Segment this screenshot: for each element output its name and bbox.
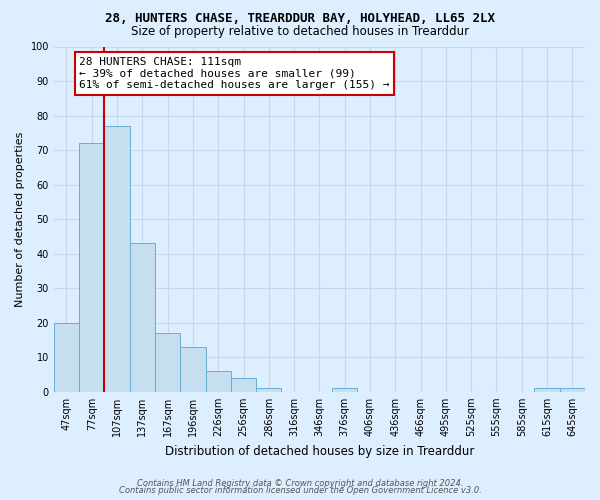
X-axis label: Distribution of detached houses by size in Trearddur: Distribution of detached houses by size … (165, 444, 474, 458)
Bar (256, 388, 281, 392)
Bar (130, 244, 155, 392)
Text: Contains HM Land Registry data © Crown copyright and database right 2024.: Contains HM Land Registry data © Crown c… (137, 478, 463, 488)
Text: Size of property relative to detached houses in Trearddur: Size of property relative to detached ho… (131, 25, 469, 38)
Bar (535, 388, 560, 392)
Bar (104, 126, 130, 392)
Text: Contains public sector information licensed under the Open Government Licence v3: Contains public sector information licen… (119, 486, 481, 495)
Bar (332, 388, 358, 392)
Bar (206, 371, 231, 392)
Bar (155, 333, 180, 392)
Bar (180, 347, 206, 392)
Bar (79, 143, 104, 392)
Text: 28 HUNTERS CHASE: 111sqm
← 39% of detached houses are smaller (99)
61% of semi-d: 28 HUNTERS CHASE: 111sqm ← 39% of detach… (79, 57, 389, 90)
Text: 28, HUNTERS CHASE, TREARDDUR BAY, HOLYHEAD, LL65 2LX: 28, HUNTERS CHASE, TREARDDUR BAY, HOLYHE… (105, 12, 495, 26)
Bar (560, 388, 585, 392)
Bar (54, 322, 79, 392)
Y-axis label: Number of detached properties: Number of detached properties (15, 132, 25, 307)
Bar (231, 378, 256, 392)
